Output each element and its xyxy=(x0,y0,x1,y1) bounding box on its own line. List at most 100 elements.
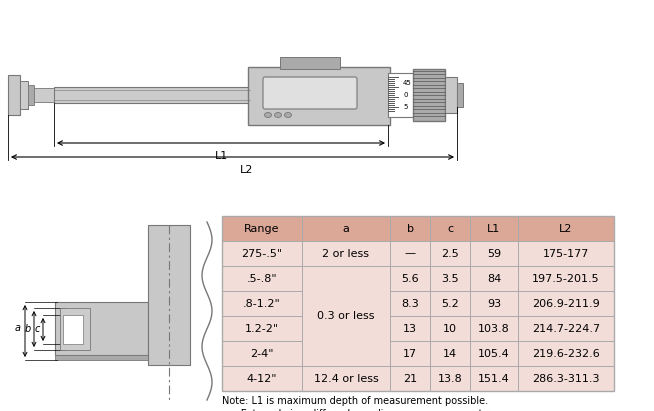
Text: b: b xyxy=(25,324,31,334)
Text: 13: 13 xyxy=(403,323,417,333)
Text: 286.3-311.3: 286.3-311.3 xyxy=(532,374,600,383)
Bar xyxy=(390,266,430,291)
Ellipse shape xyxy=(275,113,281,118)
Bar xyxy=(470,366,518,391)
Bar xyxy=(280,57,340,69)
Bar xyxy=(28,85,34,105)
Bar xyxy=(390,366,430,391)
Bar xyxy=(148,225,190,365)
Bar xyxy=(222,241,302,266)
Bar xyxy=(390,341,430,366)
Bar xyxy=(430,216,470,241)
Text: 93: 93 xyxy=(487,298,501,309)
Bar xyxy=(518,216,614,241)
Bar xyxy=(430,266,470,291)
Bar xyxy=(413,69,445,121)
Text: 206.9-211.9: 206.9-211.9 xyxy=(532,298,600,309)
Bar xyxy=(388,73,416,117)
Text: a: a xyxy=(15,323,21,333)
Text: .8-1.2": .8-1.2" xyxy=(243,298,281,309)
Text: 105.4: 105.4 xyxy=(478,349,510,358)
Text: 8.3: 8.3 xyxy=(401,298,419,309)
Bar xyxy=(222,216,302,241)
Bar xyxy=(390,216,430,241)
Text: 197.5-201.5: 197.5-201.5 xyxy=(532,273,600,284)
Bar xyxy=(222,366,302,391)
Bar xyxy=(470,216,518,241)
Bar xyxy=(518,366,614,391)
Bar xyxy=(54,87,250,103)
Bar xyxy=(457,83,463,107)
Bar xyxy=(302,366,390,391)
Text: 275-.5": 275-.5" xyxy=(241,249,283,259)
Bar xyxy=(55,302,148,355)
Bar xyxy=(20,81,28,109)
Bar xyxy=(518,241,614,266)
Bar xyxy=(248,67,390,125)
Bar xyxy=(222,316,302,341)
Text: L1: L1 xyxy=(487,224,500,233)
Text: 13.8: 13.8 xyxy=(438,374,462,383)
Text: c: c xyxy=(35,324,40,334)
Text: 1.2-2": 1.2-2" xyxy=(245,323,279,333)
Ellipse shape xyxy=(264,113,271,118)
Text: 45: 45 xyxy=(403,80,412,86)
Text: 4-12": 4-12" xyxy=(247,374,277,383)
Bar xyxy=(470,266,518,291)
Text: 84: 84 xyxy=(487,273,501,284)
Bar xyxy=(390,316,430,341)
Text: Note: L1 is maximum depth of measurement possible.: Note: L1 is maximum depth of measurement… xyxy=(222,396,488,406)
Bar xyxy=(445,77,457,113)
Text: 5.2: 5.2 xyxy=(441,298,459,309)
Bar xyxy=(302,216,390,241)
Text: 151.4: 151.4 xyxy=(478,374,510,383)
Bar xyxy=(430,316,470,341)
Bar xyxy=(390,241,430,266)
Bar xyxy=(518,341,614,366)
Bar xyxy=(34,88,54,102)
Bar xyxy=(60,308,90,350)
Ellipse shape xyxy=(284,113,292,118)
Bar xyxy=(518,291,614,316)
Bar xyxy=(222,341,302,366)
Text: External view differs depending on measurement range.: External view differs depending on measu… xyxy=(222,409,517,411)
Text: b: b xyxy=(407,224,413,233)
Text: .5-.8": .5-.8" xyxy=(247,273,277,284)
Text: 2 or less: 2 or less xyxy=(322,249,370,259)
Text: 17: 17 xyxy=(403,349,417,358)
Text: L2: L2 xyxy=(559,224,573,233)
Bar xyxy=(470,241,518,266)
Bar xyxy=(430,366,470,391)
Bar xyxy=(430,241,470,266)
Text: 0.3 or less: 0.3 or less xyxy=(317,311,375,321)
Bar xyxy=(518,266,614,291)
Bar xyxy=(222,266,302,291)
Bar xyxy=(470,316,518,341)
Bar xyxy=(222,291,302,316)
Text: —: — xyxy=(404,249,415,259)
Bar xyxy=(390,291,430,316)
Bar xyxy=(518,316,614,341)
Text: Range: Range xyxy=(244,224,280,233)
Text: 12.4 or less: 12.4 or less xyxy=(314,374,379,383)
Bar xyxy=(470,291,518,316)
Text: 5.6: 5.6 xyxy=(401,273,419,284)
Bar xyxy=(222,216,614,391)
Text: 175-177: 175-177 xyxy=(543,249,589,259)
Text: L1: L1 xyxy=(215,151,228,161)
Text: 103.8: 103.8 xyxy=(478,323,510,333)
Bar xyxy=(63,315,83,344)
Text: 2.5: 2.5 xyxy=(441,249,459,259)
Text: 14: 14 xyxy=(443,349,457,358)
Bar xyxy=(55,355,148,360)
Text: 59: 59 xyxy=(487,249,501,259)
Text: a: a xyxy=(343,224,349,233)
Bar xyxy=(430,291,470,316)
Text: 0: 0 xyxy=(403,92,407,98)
Bar xyxy=(302,241,390,266)
Bar xyxy=(302,266,390,366)
Bar xyxy=(8,75,20,115)
Bar xyxy=(470,341,518,366)
Text: 2-4": 2-4" xyxy=(250,349,274,358)
Text: L2: L2 xyxy=(240,165,254,175)
